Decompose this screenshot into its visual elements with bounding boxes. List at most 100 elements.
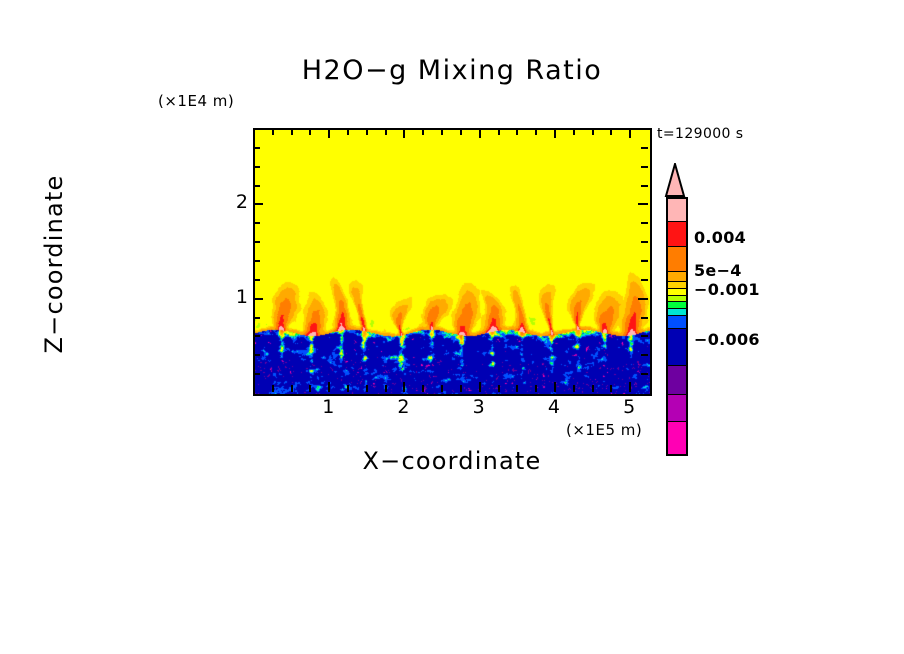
y-tick-right-minor bbox=[641, 184, 648, 187]
y-tick-minor bbox=[253, 165, 260, 168]
x-tick-top-minor bbox=[516, 128, 519, 135]
x-axis-unit-label: (×1E5 m) bbox=[566, 421, 643, 439]
x-tick-top-minor bbox=[384, 128, 387, 135]
y-tick-minor bbox=[253, 278, 260, 281]
x-tick-minor bbox=[365, 385, 368, 392]
x-tick-top-4 bbox=[629, 128, 632, 138]
x-tick-top-minor bbox=[309, 128, 312, 135]
y-tick-right-minor bbox=[641, 316, 648, 319]
x-tick-minor bbox=[271, 385, 274, 392]
x-tick-top-minor bbox=[591, 128, 594, 135]
x-tick-top-minor bbox=[290, 128, 293, 135]
y-tick-minor bbox=[253, 184, 260, 187]
x-tick-top-minor bbox=[535, 128, 538, 135]
y-tick-minor bbox=[253, 260, 260, 262]
x-tick-top-minor bbox=[497, 128, 500, 135]
y-tick-minor bbox=[253, 222, 260, 225]
colorbar-arrow-cap bbox=[664, 160, 686, 197]
colorbar-tick-label-1: 5e−4 bbox=[694, 261, 742, 280]
x-tick-top-minor bbox=[610, 128, 613, 135]
y-axis-title: Z−coordinate bbox=[40, 174, 68, 354]
x-tick-top-2 bbox=[478, 128, 481, 138]
y-tick-right-minor bbox=[641, 146, 648, 149]
y-tick-major-0 bbox=[253, 297, 263, 300]
plot-area bbox=[253, 128, 652, 396]
colorbar-band-purple bbox=[668, 365, 686, 394]
x-tick-minor bbox=[535, 385, 538, 392]
x-tick-minor bbox=[422, 385, 425, 392]
y-tick-right-minor bbox=[641, 222, 648, 225]
colorbar-band-navy bbox=[668, 328, 686, 365]
y-axis-unit-label: (×1E4 m) bbox=[158, 92, 235, 110]
colorbar-band-cyan bbox=[668, 308, 686, 315]
colorbar-tick-label-0: 0.004 bbox=[694, 228, 747, 247]
colorbar-bands bbox=[666, 197, 688, 456]
x-tick-minor bbox=[441, 385, 444, 392]
y-tick-minor bbox=[253, 354, 260, 357]
x-tick-top-minor bbox=[271, 128, 274, 135]
colorbar-band-pink bbox=[668, 199, 686, 221]
y-tick-minor bbox=[253, 373, 260, 376]
x-tick-top-1 bbox=[403, 128, 406, 138]
y-tick-right-minor bbox=[641, 241, 648, 244]
y-tick-right-minor bbox=[641, 335, 648, 338]
x-tick-minor bbox=[516, 385, 519, 392]
x-tick-top-minor bbox=[441, 128, 444, 135]
y-tick-label-1: 2 bbox=[235, 191, 248, 214]
y-tick-right-minor bbox=[641, 354, 648, 357]
y-tick-minor bbox=[253, 241, 260, 244]
colorbar-band-red bbox=[668, 221, 686, 246]
x-tick-top-minor bbox=[459, 128, 462, 135]
y-tick-label-0: 1 bbox=[235, 285, 248, 308]
x-tick-minor bbox=[347, 385, 350, 392]
page-title: H2O−g Mixing Ratio bbox=[301, 55, 603, 86]
x-tick-top-minor bbox=[422, 128, 425, 135]
y-tick-minor bbox=[253, 316, 260, 319]
x-tick-minor bbox=[497, 385, 500, 392]
x-tick-top-0 bbox=[328, 128, 331, 138]
x-tick-major-4 bbox=[629, 382, 632, 392]
x-tick-minor bbox=[572, 385, 575, 392]
x-tick-major-3 bbox=[553, 382, 556, 392]
colorbar bbox=[664, 160, 688, 456]
x-tick-minor bbox=[591, 385, 594, 392]
x-tick-minor bbox=[459, 385, 462, 392]
x-tick-top-minor bbox=[347, 128, 350, 135]
x-tick-label-3: 4 bbox=[547, 396, 560, 418]
colorbar-band-green bbox=[668, 301, 686, 308]
x-tick-major-0 bbox=[328, 382, 331, 392]
x-tick-minor bbox=[610, 385, 613, 392]
y-tick-right-minor bbox=[641, 278, 648, 281]
x-tick-label-4: 5 bbox=[623, 396, 636, 418]
colorbar-band-gold bbox=[668, 281, 686, 288]
y-tick-minor bbox=[253, 335, 260, 338]
x-tick-top-minor bbox=[365, 128, 368, 135]
triangle-icon bbox=[664, 160, 686, 197]
colorbar-band-magenta-purple bbox=[668, 394, 686, 421]
colorbar-tick-label-3: −0.006 bbox=[694, 330, 760, 349]
colorbar-band-orange bbox=[668, 246, 686, 271]
y-tick-right-0 bbox=[638, 297, 648, 300]
colorbar-band-yellow bbox=[668, 288, 686, 295]
y-tick-right-minor bbox=[641, 260, 648, 262]
y-tick-right-minor bbox=[641, 165, 648, 168]
colorbar-band-yellow-green bbox=[668, 295, 686, 301]
y-tick-right-1 bbox=[638, 203, 648, 206]
colorbar-band-magenta bbox=[668, 421, 686, 454]
x-tick-minor bbox=[384, 385, 387, 392]
colorbar-band-amber bbox=[668, 271, 686, 281]
x-axis-title: X−coordinate bbox=[362, 447, 542, 475]
y-tick-major-1 bbox=[253, 203, 263, 206]
y-tick-right-minor bbox=[641, 373, 648, 376]
x-tick-major-2 bbox=[478, 382, 481, 392]
timestamp-annotation: t=129000 s bbox=[657, 126, 744, 142]
contour-field-canvas bbox=[255, 130, 650, 394]
x-tick-label-2: 3 bbox=[472, 396, 485, 418]
colorbar-tick-label-2: −0.001 bbox=[694, 280, 760, 299]
x-tick-major-1 bbox=[403, 382, 406, 392]
x-tick-label-1: 2 bbox=[397, 396, 410, 418]
y-tick-minor bbox=[253, 146, 260, 149]
x-tick-minor bbox=[309, 385, 312, 392]
x-tick-top-3 bbox=[553, 128, 556, 138]
